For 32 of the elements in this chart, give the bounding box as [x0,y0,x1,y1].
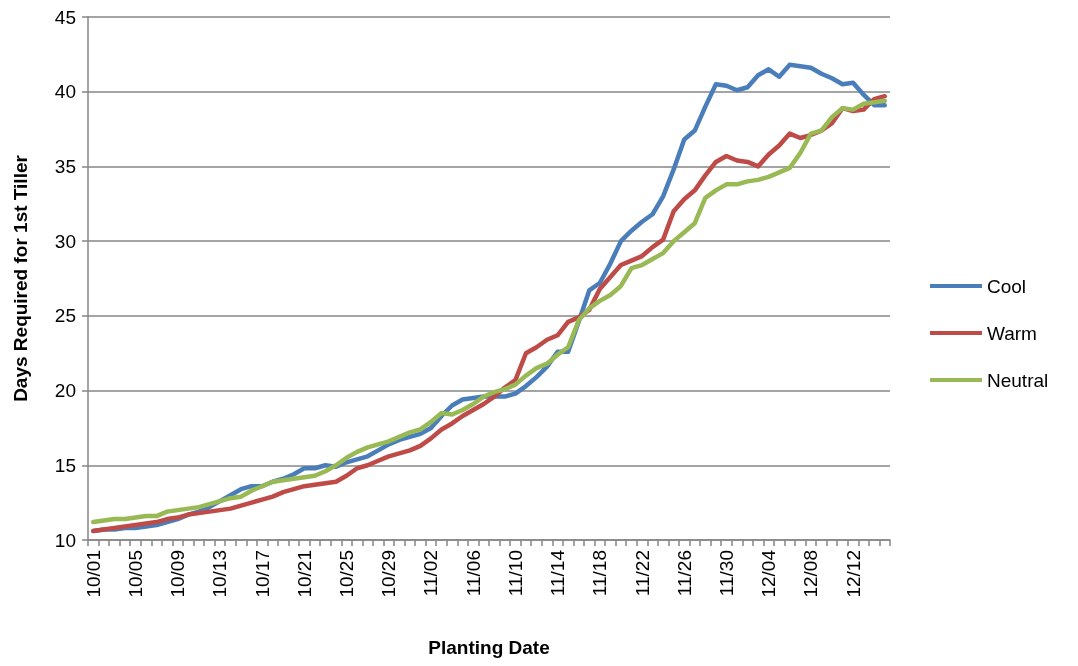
y-axis-title: Days Required for 1st Tiller [10,154,31,402]
y-tick-label: 15 [54,454,76,476]
x-tick-label: 11/14 [547,549,569,597]
x-tick-label: 10/13 [209,550,231,598]
x-axis-title: Planting Date [428,637,550,658]
x-tick-label: 10/05 [124,550,146,598]
x-tick-label: 12/12 [842,550,864,598]
y-tick-label: 10 [54,529,76,551]
x-tick-label: 12/08 [800,550,822,598]
y-tick-label: 45 [54,6,76,28]
y-tick-label: 35 [54,155,76,177]
x-tick-label: 10/29 [378,550,400,598]
x-tick-label: 11/30 [715,550,737,597]
x-tick-label: 12/04 [758,549,780,598]
legend-label: Warm [987,322,1037,344]
y-tick-label: 40 [54,81,76,103]
x-tick-label: 10/25 [336,550,358,598]
legend-label: Neutral [987,369,1049,391]
x-tick-label: 11/10 [504,550,526,597]
x-tick-label: 10/01 [82,550,104,598]
legend-label: Cool [987,275,1027,297]
x-tick-label: 11/06 [462,550,484,597]
x-tick-label: 11/02 [420,550,442,597]
y-tick-label: 30 [54,230,76,252]
y-tick-label: 25 [54,305,76,327]
x-tick-label: 10/17 [251,550,273,598]
x-tick-label: 10/21 [293,550,315,598]
x-tick-label: 11/18 [589,550,611,597]
x-tick-label: 11/26 [673,550,695,597]
x-tick-label: 11/22 [631,550,653,597]
y-tick-label: 20 [54,380,76,402]
x-tick-label: 10/09 [167,550,189,598]
